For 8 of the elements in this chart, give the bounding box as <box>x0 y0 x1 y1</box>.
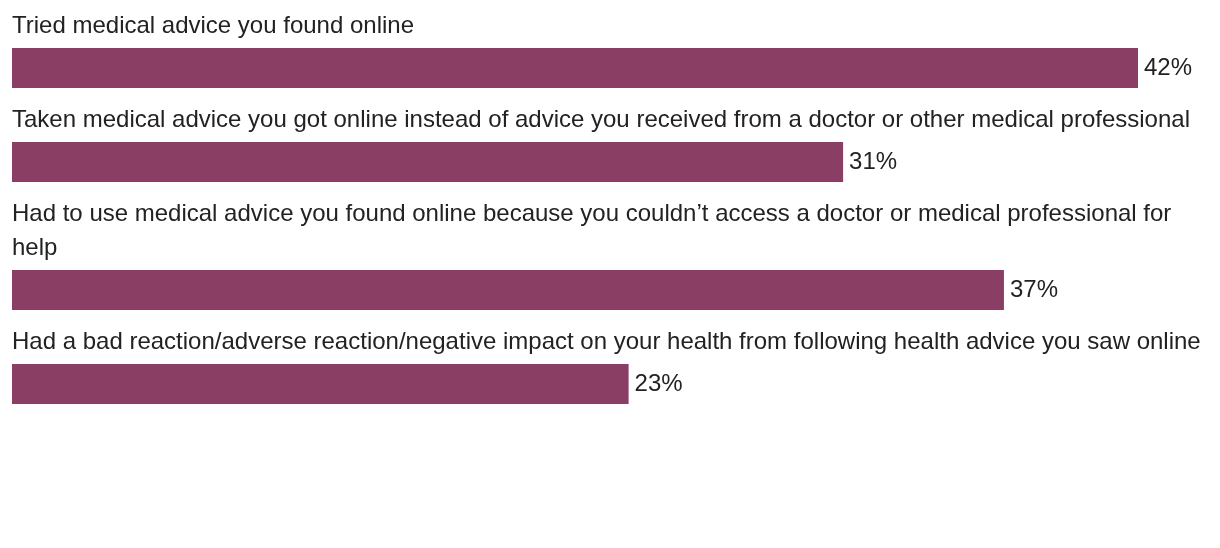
data-label: 37% <box>1009 275 1058 302</box>
y-tick-label: Had to use medical advice you found online because you couldn’t access a doctor or medical professional for help <box>12 199 1172 260</box>
y-tick-label: Tried medical advice you found online <box>12 11 415 38</box>
data-label: 42% <box>1144 53 1193 80</box>
y-tick-label: Taken medical advice you got online instead of advice you received from a doctor or other medical professional <box>12 105 1190 132</box>
data-label: 31% <box>849 147 898 174</box>
y-tick-label: Had a bad reaction/adverse reaction/negative impact on your health from following health advice you saw online <box>12 327 1201 354</box>
data-label: 23% <box>634 369 683 396</box>
